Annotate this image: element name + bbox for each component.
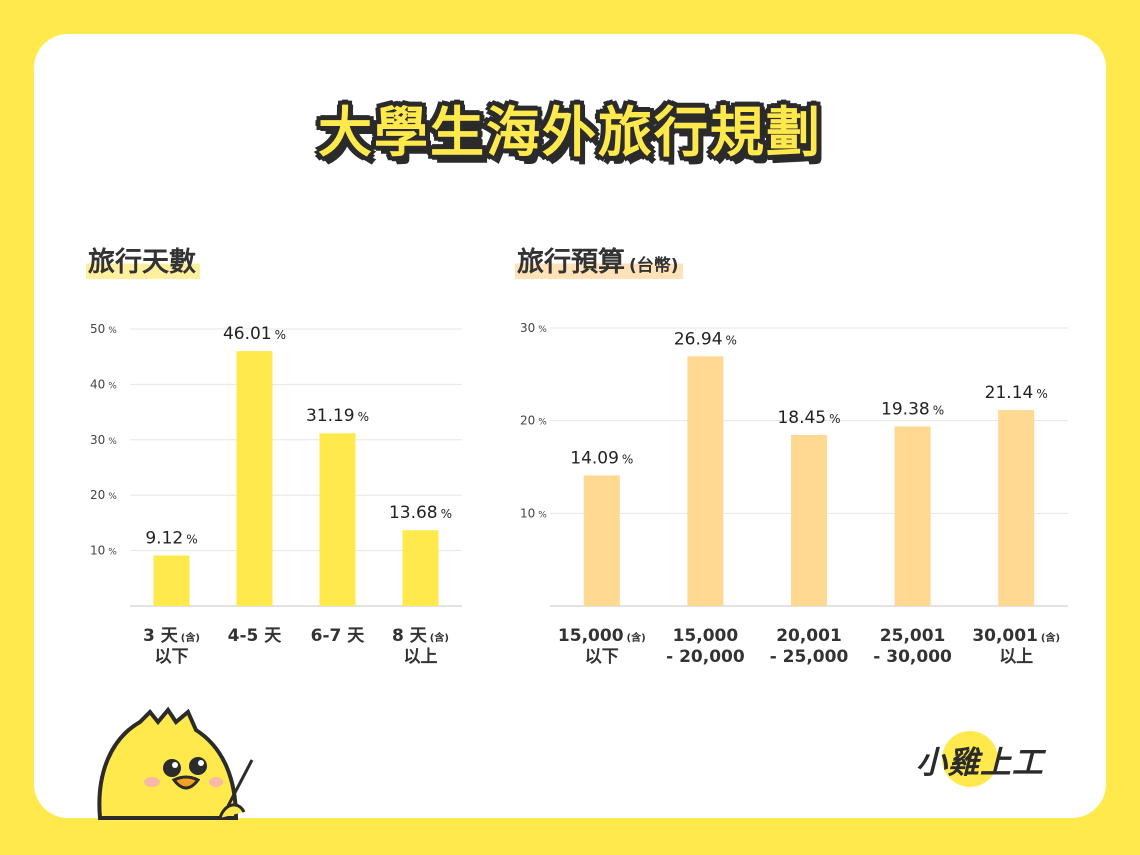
days-value-label: 9.12% (145, 528, 197, 548)
budget-y-tick-label: 20% (520, 414, 547, 428)
logo-dot (942, 731, 998, 787)
budget-category-label: 15,000 (673, 626, 739, 646)
days-bar (319, 433, 356, 606)
budget-value-label: 26.94% (674, 329, 737, 349)
days-value-label: 46.01% (223, 324, 286, 344)
days-value-label: 31.19% (306, 406, 369, 426)
budget-bar (894, 426, 931, 606)
budget-value-label: 18.45% (777, 408, 840, 428)
days-value-label: 13.68% (389, 503, 452, 523)
days-bar (153, 555, 190, 606)
budget-category-label-line2: 以下 (585, 647, 619, 667)
days-y-tick-label: 20% (90, 488, 117, 502)
budget-category-label: 25,001 (880, 626, 946, 646)
days-bar (402, 530, 439, 606)
section-title-days-text: 旅行天數 (88, 247, 196, 278)
budget-value-label: 19.38% (881, 399, 944, 419)
budget-category-label: 20,001 (776, 626, 842, 646)
days-category-label: 3 天 (含) (143, 626, 200, 646)
brand-logo: 小雞上工 (916, 745, 1044, 781)
days-y-tick-label: 40% (90, 377, 117, 391)
section-title-days: 旅行天數 (86, 240, 200, 279)
section-title-budget: 旅行預算 (台幣) (515, 240, 683, 279)
budget-bar (998, 410, 1035, 606)
budget-category-label-line2: - 30,000 (873, 647, 952, 667)
days-y-tick-label: 50% (90, 322, 117, 336)
budget-category-label: 15,000 (含) (558, 626, 646, 646)
chick-illustration (97, 706, 254, 820)
budget-category-label-line2: - 20,000 (666, 647, 745, 667)
budget-category-label-line2: 以上 (999, 647, 1033, 667)
content-card (34, 34, 1106, 818)
budget-bar (687, 356, 724, 606)
section-subtitle-budget: (台幣) (629, 256, 679, 276)
section-title-budget-text: 旅行預算 (517, 247, 625, 278)
days-y-tick-label: 30% (90, 433, 117, 447)
days-bar (236, 351, 273, 606)
budget-y-tick-label: 10% (520, 506, 547, 520)
budget-bar (583, 475, 620, 606)
days-category-label: 4-5 天 (228, 626, 283, 646)
budget-category-label: 30,001 (含) (972, 626, 1060, 646)
days-y-tick-label: 10% (90, 544, 117, 558)
days-category-label-line2: 以下 (155, 647, 189, 667)
budget-category-label-line2: - 25,000 (770, 647, 849, 667)
days-category-label: 8 天 (含) (392, 626, 449, 646)
days-category-label: 6-7 天 (311, 626, 366, 646)
budget-bar (791, 435, 827, 606)
page-title: 大學生海外旅行規劃 (318, 101, 822, 164)
budget-y-tick-label: 30% (520, 321, 547, 335)
days-category-label-line2: 以上 (404, 647, 438, 667)
budget-value-label: 14.09% (570, 448, 633, 468)
budget-value-label: 21.14% (985, 383, 1048, 403)
